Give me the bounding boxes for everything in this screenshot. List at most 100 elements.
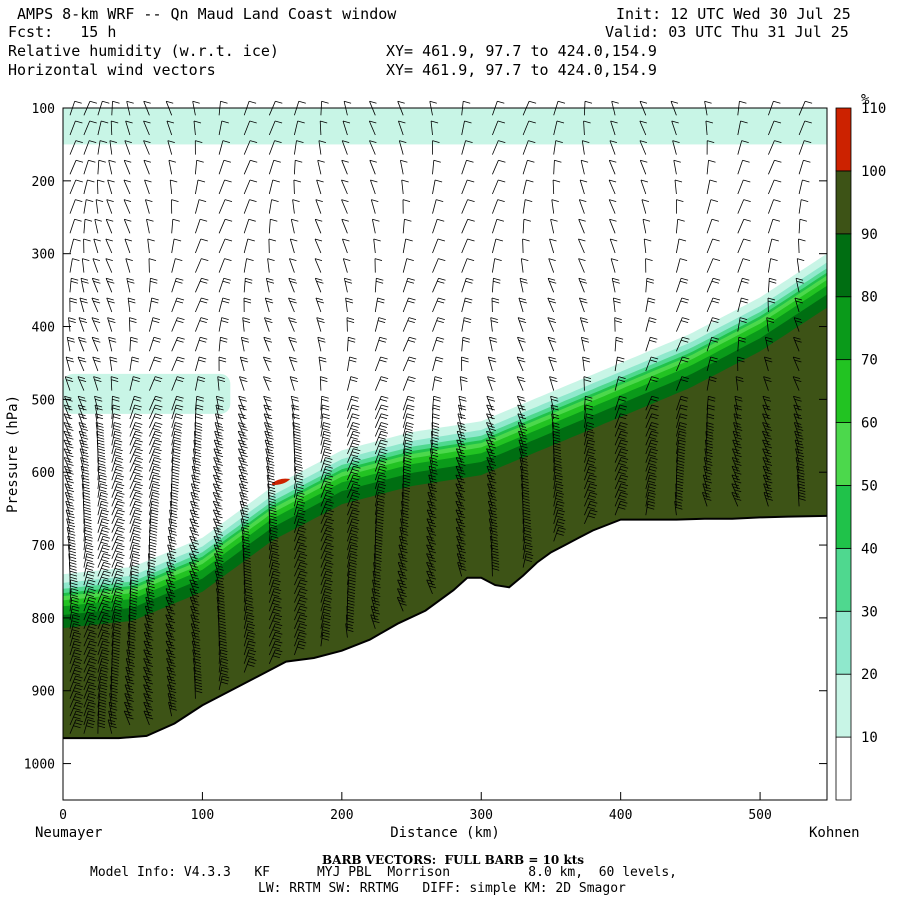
wind-barb: [123, 179, 132, 195]
wind-barb: [78, 317, 88, 332]
wind-barb: [401, 492, 410, 507]
wind-barb: [217, 605, 226, 621]
wind-barb: [69, 658, 83, 673]
wind-barb: [522, 218, 532, 234]
wind-barb: [374, 317, 386, 332]
wind-barb: [215, 404, 224, 420]
wind-barb: [83, 579, 96, 595]
wind-barb: [111, 535, 125, 551]
colorbar-bin: [835, 422, 852, 486]
wind-barb: [426, 570, 437, 586]
wind-barb: [171, 258, 183, 273]
wind-barb: [195, 258, 209, 273]
wind-barb: [82, 492, 91, 507]
wind-barb: [426, 509, 437, 525]
wind-barb: [165, 631, 176, 647]
wind-barb: [218, 356, 227, 372]
wind-barb: [123, 710, 134, 726]
wind-barb: [432, 376, 443, 391]
wind-barb: [238, 465, 249, 481]
wind-barb: [263, 356, 272, 372]
wind-barb: [111, 614, 122, 629]
wind-barb: [426, 562, 437, 577]
wind-barb: [706, 422, 714, 437]
wind-barb: [347, 404, 360, 420]
wind-barb: [171, 277, 184, 293]
wind-barb: [243, 140, 258, 155]
wind-barb: [171, 404, 184, 420]
wind-barb: [167, 684, 177, 699]
wind-barb: [456, 535, 466, 551]
wind-barb: [81, 474, 90, 490]
wind-barb: [268, 140, 282, 155]
wind-barb: [320, 509, 335, 525]
wind-barb: [345, 623, 354, 638]
wind-barb: [111, 474, 125, 490]
wind-barb: [768, 218, 781, 234]
wind-barb: [320, 623, 331, 638]
wind-barb: [146, 218, 154, 234]
wind-barb: [171, 376, 185, 391]
wind-barb: [111, 649, 120, 664]
wind-barb: [97, 596, 111, 612]
wind-barb: [320, 527, 335, 542]
wind-barb: [347, 448, 361, 463]
wind-barb: [374, 492, 386, 507]
wind-barb: [341, 159, 349, 175]
wind-barb: [798, 179, 810, 195]
wind-barb: [268, 544, 279, 559]
wind-barb: [294, 140, 304, 155]
wind-barb: [69, 701, 84, 717]
wind-barb: [492, 179, 506, 195]
wind-barb: [165, 588, 176, 603]
wind-barb: [110, 675, 119, 691]
wind-barb: [167, 535, 177, 551]
wind-barb: [189, 553, 199, 568]
wind-barb: [243, 199, 257, 214]
wind-barb: [83, 544, 94, 559]
wind-barb: [143, 666, 154, 682]
wind-barb: [737, 238, 751, 254]
wind-barb: [129, 544, 141, 559]
plot-frame: [62, 107, 828, 801]
wind-barb: [553, 509, 565, 525]
wind-barb: [486, 448, 497, 463]
x-tick-label: 100: [191, 808, 214, 823]
wind-barb: [402, 422, 414, 437]
wind-barb: [243, 579, 253, 594]
wind-barb: [427, 492, 437, 507]
wind-barb: [97, 140, 108, 155]
wind-barb: [347, 518, 360, 533]
wind-barb: [149, 518, 158, 533]
wind-barb: [584, 395, 593, 411]
wind-barb: [97, 719, 106, 734]
wind-barb: [320, 562, 334, 577]
wind-barb: [517, 317, 527, 332]
wind-barb: [584, 448, 596, 463]
wind-barb: [111, 605, 123, 621]
wind-barb: [374, 500, 385, 516]
wind-barb: [398, 140, 407, 155]
wind-barb: [80, 277, 89, 293]
wind-barb: [461, 297, 473, 313]
wind-barb: [165, 596, 176, 612]
wind-barb: [171, 474, 180, 490]
wind-barb: [578, 258, 586, 273]
wind-barb: [320, 457, 333, 472]
barb-vectors-note: BARB VECTORS: FULL BARB = 10 kts: [322, 853, 585, 867]
wind-barb: [171, 356, 185, 372]
wind-barb: [432, 179, 443, 195]
wind-barb: [97, 588, 111, 603]
wind-barb: [641, 199, 650, 214]
wind-barb: [578, 199, 587, 214]
wind-barb: [111, 465, 124, 481]
colorbar-bin: [835, 170, 852, 235]
wind-barb: [426, 544, 437, 560]
wind-barb: [676, 356, 690, 372]
wind-barb: [294, 623, 307, 638]
x-tick-label: 300: [470, 808, 493, 823]
wind-barb: [517, 413, 527, 428]
wind-barb: [268, 238, 277, 254]
wind-barb: [320, 465, 333, 481]
wind-barb: [520, 465, 529, 481]
